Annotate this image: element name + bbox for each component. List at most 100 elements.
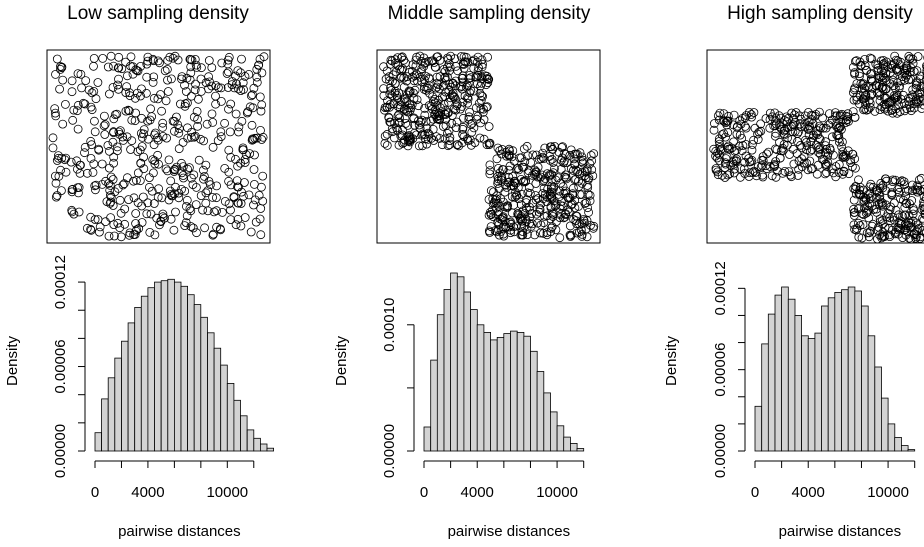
scatter-point [484,122,494,131]
y-tick-label: 0.00012 [712,261,729,315]
scatter-point [456,52,466,61]
scatter-point [103,140,113,150]
scatter-point [379,84,389,93]
scatter-point [419,53,429,63]
scatter-point [849,88,858,97]
scatter-point [871,59,881,69]
scatter-point [130,230,140,239]
scatter-point [88,167,98,177]
histogram-bar [107,377,116,452]
scatter-point [761,114,771,123]
scatter-point [749,135,758,145]
scatter-point [546,203,556,213]
scatter-point [771,128,781,138]
scatter-point [390,79,400,88]
scatter-point [913,90,923,99]
scatter-point [207,81,217,91]
scatter-point [753,129,762,139]
scatter-point [714,149,724,159]
scatter-point [575,190,585,200]
scatter-point [73,124,83,134]
scatter-point [467,118,477,128]
scatter-point [148,155,158,165]
scatter-point [220,196,230,206]
scatter-point [893,185,903,195]
scatter-point [513,163,523,173]
scatter-point [865,53,875,63]
scatter-point [912,66,922,75]
scatter-point [153,56,163,66]
scatter-point [461,82,471,92]
scatter-point [559,213,568,223]
scatter-point [110,187,120,197]
scatter-point [392,123,402,133]
scatter-point [738,141,748,150]
scatter-point [169,126,179,136]
scatter-point [126,52,136,62]
scatter-point [166,214,176,224]
scatter-point [896,194,905,204]
scatter-point [87,88,97,98]
scatter-point [168,116,178,126]
scatter-point [841,150,851,160]
scatter-point [904,93,913,103]
scatter-point [224,104,233,114]
y-tick-label: 0.00000 [712,424,729,478]
scatter-point [722,152,732,162]
scatter-point [850,69,859,79]
scatter-point [86,136,96,146]
scatter-point [438,81,448,91]
scatter-point [528,170,537,180]
scatter-point [390,55,400,65]
scatter-point [75,160,85,170]
scatter-point [890,59,899,69]
scatter-point [123,173,132,183]
scatter-point [823,151,832,161]
scatter-point [567,200,576,210]
scatter-point [428,114,438,124]
scatter-point [73,183,82,193]
scatter-point [804,130,814,140]
scatter-point [758,152,768,161]
scatter-point [67,87,77,97]
scatter-point [450,92,460,102]
scatter-point [918,213,924,223]
scatter-point [407,72,417,82]
scatter-point [196,74,206,84]
scatter-point [213,83,223,92]
scatter-point [81,76,91,85]
scatter-point [399,55,409,65]
scatter-point [434,111,444,121]
scatter-point [391,67,401,77]
scatter-point [912,181,922,191]
scatter-point [551,175,561,185]
scatter-point [123,105,133,115]
scatter-point [458,71,468,81]
scatter-point [114,74,123,84]
x-tick-label: 0 [91,484,99,501]
scatter-point [861,100,870,110]
scatter-point [520,221,529,231]
scatter-point [721,154,731,164]
scatter-point [572,149,582,159]
scatter-point [56,65,65,74]
scatter-point [122,71,132,81]
scatter-point [850,113,860,122]
scatter-point [876,178,886,188]
scatter-point [889,198,899,208]
scatter-point [158,118,168,128]
scatter-point [587,156,597,166]
scatter-point [482,74,492,83]
scatter-point [74,207,84,217]
scatter-point [236,86,246,95]
scatter-point [908,209,918,219]
scatter-point [523,188,533,198]
scatter-point [736,164,746,174]
scatter-point [143,56,153,66]
scatter-point [500,187,510,197]
scatter-point [745,157,754,167]
scatter-point [133,168,143,178]
scatter-point [465,107,474,117]
scatter-point [105,163,114,173]
scatter-point [237,116,247,126]
